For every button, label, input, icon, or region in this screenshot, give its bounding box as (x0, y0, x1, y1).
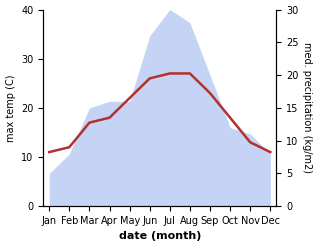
Y-axis label: med. precipitation (kg/m2): med. precipitation (kg/m2) (302, 42, 313, 173)
Y-axis label: max temp (C): max temp (C) (5, 74, 16, 142)
X-axis label: date (month): date (month) (119, 231, 201, 242)
